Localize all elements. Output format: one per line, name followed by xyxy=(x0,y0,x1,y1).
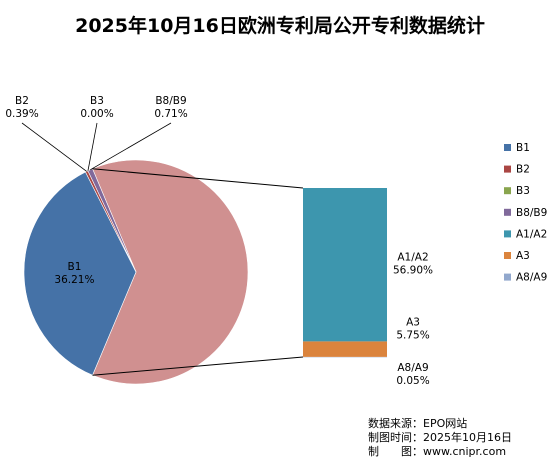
leader-line-b2 xyxy=(22,123,87,171)
leader-line-b3 xyxy=(88,123,97,171)
chart-title: 2025年10月16日欧洲专利局公开专利数据统计 xyxy=(75,14,485,37)
footer-date: 制图时间：2025年10月16日 xyxy=(368,430,512,444)
legend-item-b3: B3 xyxy=(504,185,530,197)
legend-item-a3: A3 xyxy=(504,250,530,262)
legend-swatch xyxy=(504,209,511,216)
legend-item-b8-b9: B8/B9 xyxy=(504,207,547,219)
footer-maker: 制 图：www.cnipr.com xyxy=(368,445,506,458)
legend-item-b1: B1 xyxy=(504,142,530,154)
data-label-b3: B30.00% xyxy=(80,95,113,120)
bar-segment-a3 xyxy=(303,341,387,356)
data-label-a3: A35.75% xyxy=(396,316,429,341)
legend-label: A3 xyxy=(516,250,530,262)
legend-swatch xyxy=(504,252,511,259)
legend-item-b2: B2 xyxy=(504,164,530,176)
legend-item-a1-a2: A1/A2 xyxy=(504,228,547,240)
legend-label: B1 xyxy=(516,142,530,154)
legend-label: B2 xyxy=(516,164,530,176)
data-label-a8-a9: A8/A90.05% xyxy=(396,362,429,387)
legend-swatch xyxy=(504,166,511,173)
legend-swatch xyxy=(504,144,511,151)
stacked-bar xyxy=(303,188,387,357)
data-label-a1-a2: A1/A256.90% xyxy=(393,252,433,277)
bar-segment-a1-a2 xyxy=(303,188,387,341)
footer: 数据来源：EPO网站 制图时间：2025年10月16日 制 图：www.cnip… xyxy=(368,416,512,458)
legend-swatch xyxy=(504,230,511,237)
pie xyxy=(24,160,248,384)
legend-label: A1/A2 xyxy=(516,228,547,240)
data-label-b2: B20.39% xyxy=(5,95,38,120)
legend: B1 B2 B3 B8/B9 A1/A2 A3 A8/A9 xyxy=(504,142,547,284)
legend-label: B3 xyxy=(516,185,530,197)
legend-swatch xyxy=(504,274,511,281)
legend-swatch xyxy=(504,187,511,194)
legend-label: A8/A9 xyxy=(516,272,547,284)
data-label-b8-b9: B8/B90.71% xyxy=(154,95,187,120)
footer-source: 数据来源：EPO网站 xyxy=(368,416,467,430)
legend-label: B8/B9 xyxy=(516,207,547,219)
legend-item-a8-a9: A8/A9 xyxy=(504,272,547,284)
